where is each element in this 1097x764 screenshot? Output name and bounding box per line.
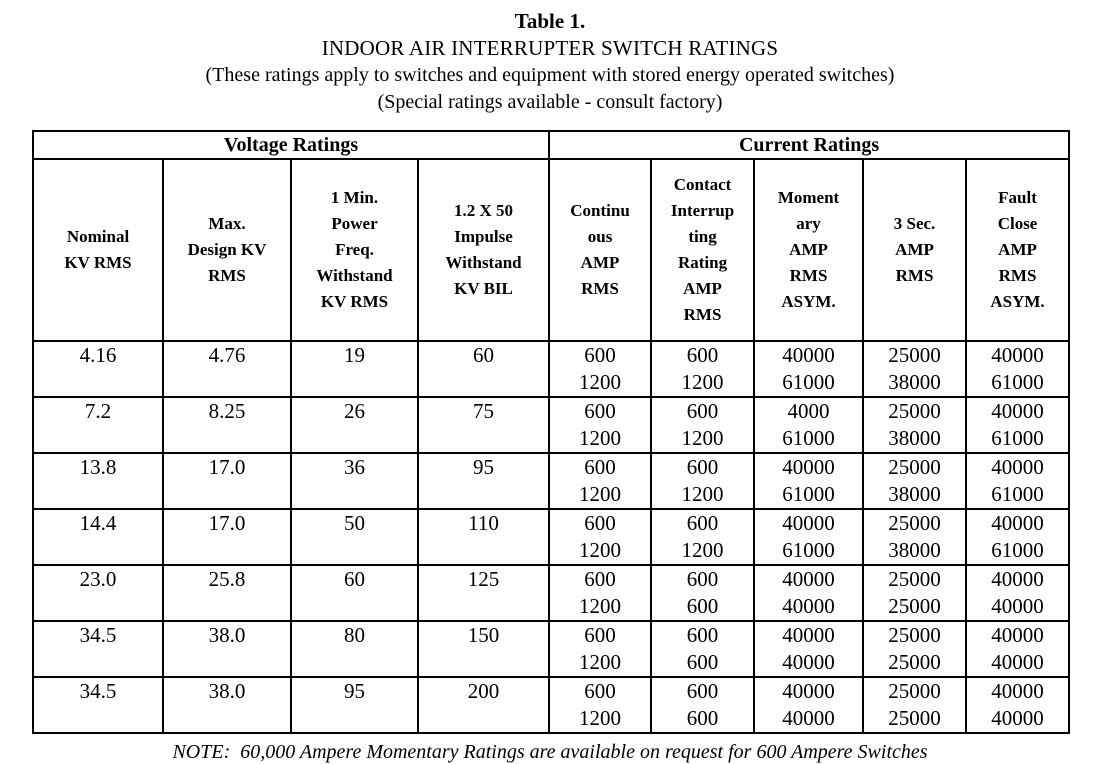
table-cell-r6-c5: 600 1200 [548, 620, 653, 678]
table-cell-r1-c6: 600 1200 [650, 340, 756, 398]
table-note: NOTE: 60,000 Ampere Momentary Ratings ar… [172, 741, 928, 763]
table-cell-r7-c3: 95 [290, 676, 419, 734]
column-header-nominal-kv-rms: Nominal KV RMS [32, 158, 164, 342]
table-cell-r2-c2: 8.25 [162, 396, 292, 454]
table-cell-r4-c9: 40000 61000 [965, 508, 1071, 566]
table-cell-r1-c7: 40000 61000 [753, 340, 865, 398]
table-cell-r2-c8: 25000 38000 [862, 396, 968, 454]
table-cell-r5-c2: 25.8 [162, 564, 292, 622]
table-cell-r1-c1: 4.16 [32, 340, 164, 398]
table-cell-r5-c3: 60 [290, 564, 419, 622]
table-title: INDOOR AIR INTERRUPTER SWITCH RATINGS [321, 36, 779, 60]
table-cell-r4-c2: 17.0 [162, 508, 292, 566]
table-row: 14.4 17.0 50 110 600 1200 600 1200 40000 61000 250… [32, 508, 1071, 566]
table-cell-r5-c9: 40000 40000 [965, 564, 1071, 622]
table-cell-r4-c1: 14.4 [32, 508, 164, 566]
table-row: 4.16 4.76 19 60 600 1200 600 1200 40000 61000 2500… [32, 340, 1071, 398]
table-cell-r4-c4: 110 [416, 508, 551, 566]
column-header-1-2-x-50-impulse-withstand-kv-bil: 1.2 X 50 Impulse Withstand KV BIL [416, 158, 551, 342]
table-cell-r3-c9: 40000 61000 [965, 452, 1071, 510]
table-cell-r7-c5: 600 1200 [548, 676, 653, 734]
table-cell-r3-c1: 13.8 [32, 452, 164, 510]
table-cell-r5-c7: 40000 40000 [753, 564, 865, 622]
column-header-1-min-power-freq-withstand-kv-rms: 1 Min. Power Freq. Withstand KV RMS [290, 158, 419, 342]
table-number: Table 1. [514, 9, 586, 33]
table-cell-r6-c4: 150 [416, 620, 551, 678]
column-header-contact-interrupting-rating-amp-rms: Contact Interrup ting Rating AMP RMS [650, 158, 756, 342]
table-cell-r5-c4: 125 [416, 564, 551, 622]
table-cell-r5-c5: 600 1200 [548, 564, 653, 622]
table-cell-r2-c3: 26 [290, 396, 419, 454]
ratings-table-head: Voltage Ratings Current Ratings Nominal KV … [31, 130, 1071, 342]
table-cell-r1-c3: 19 [290, 340, 419, 398]
table-cell-r7-c6: 600 600 [650, 676, 756, 734]
table-cell-r7-c9: 40000 40000 [965, 676, 1071, 734]
table-cell-r2-c7: 4000 61000 [753, 396, 865, 454]
table-cell-r3-c2: 17.0 [162, 452, 292, 510]
table-cell-r2-c1: 7.2 [32, 396, 164, 454]
ratings-table: Voltage Ratings Current Ratings Nominal KV … [31, 130, 1071, 734]
table-cell-r1-c5: 600 1200 [548, 340, 653, 398]
table-cell-r5-c1: 23.0 [32, 564, 164, 622]
table-cell-r3-c6: 600 1200 [650, 452, 756, 510]
table-row: 7.2 8.25 26 75 600 1200 600 1200 4000 61000 25000 3… [32, 396, 1071, 454]
table-cell-r7-c1: 34.5 [32, 676, 164, 734]
table-cell-r7-c2: 38.0 [162, 676, 292, 734]
table-subtitle-2: (Special ratings available - consult fac… [377, 91, 723, 113]
table-row: 13.8 17.0 36 95 600 1200 600 1200 40000 61000 2500… [32, 452, 1071, 510]
table-cell-r5-c6: 600 600 [650, 564, 756, 622]
table-cell-r6-c8: 25000 25000 [862, 620, 968, 678]
column-header-momentary-amp-rms-asym: Moment ary AMP RMS ASYM. [753, 158, 865, 342]
table-cell-r4-c6: 600 1200 [650, 508, 756, 566]
table-cell-r7-c7: 40000 40000 [753, 676, 865, 734]
table-cell-r5-c8: 25000 25000 [862, 564, 968, 622]
column-header-continuous-amp-rms: Continu ous AMP RMS [548, 158, 653, 342]
table-cell-r1-c4: 60 [416, 340, 551, 398]
table-cell-r6-c7: 40000 40000 [753, 620, 865, 678]
group-header-current: Current Ratings [548, 130, 1071, 160]
table-cell-r4-c7: 40000 61000 [753, 508, 865, 566]
table-row: 34.5 38.0 80 150 600 1200 600 600 40000 40000 2500… [32, 620, 1071, 678]
table-cell-r6-c1: 34.5 [32, 620, 164, 678]
table-cell-r1-c2: 4.76 [162, 340, 292, 398]
table-cell-r4-c3: 50 [290, 508, 419, 566]
table-cell-r6-c9: 40000 40000 [965, 620, 1071, 678]
column-header-row: Nominal KV RMS Max. Design KV RMS 1 Min. Power… [32, 158, 1071, 342]
table-subtitle-1: (These ratings apply to switches and equ… [205, 64, 895, 86]
table-cell-r2-c9: 40000 61000 [965, 396, 1071, 454]
column-header-max-design-kv-rms: Max. Design KV RMS [162, 158, 292, 342]
table-cell-r4-c5: 600 1200 [548, 508, 653, 566]
table-caption: Table 1. INDOOR AIR INTERRUPTER SWITCH R… [32, 8, 1068, 116]
table-cell-r6-c2: 38.0 [162, 620, 292, 678]
table-row: 23.0 25.8 60 125 600 1200 600 600 40000 40000 2500… [32, 564, 1071, 622]
column-header-3-sec-amp-rms: 3 Sec. AMP RMS [862, 158, 968, 342]
table-cell-r3-c8: 25000 38000 [862, 452, 968, 510]
table-cell-r4-c8: 25000 38000 [862, 508, 968, 566]
table-cell-r2-c5: 600 1200 [548, 396, 653, 454]
group-header-row: Voltage Ratings Current Ratings [31, 130, 1071, 160]
table-cell-r6-c3: 80 [290, 620, 419, 678]
table-cell-r2-c4: 75 [416, 396, 551, 454]
table-cell-r1-c9: 40000 61000 [965, 340, 1071, 398]
group-header-voltage: Voltage Ratings [31, 130, 551, 160]
table-row: 34.5 38.0 95 200 600 1200 600 600 40000 40000 2500… [32, 676, 1071, 734]
table-cell-r7-c4: 200 [416, 676, 551, 734]
table-cell-r1-c8: 25000 38000 [862, 340, 968, 398]
column-header-fault-close-amp-rms-asym: Fault Close AMP RMS ASYM. [965, 158, 1071, 342]
ratings-table-body: 4.16 4.76 19 60 600 1200 600 1200 40000 61000 2500… [32, 340, 1071, 734]
table-cell-r7-c8: 25000 25000 [862, 676, 968, 734]
table-cell-r3-c7: 40000 61000 [753, 452, 865, 510]
table-cell-r3-c5: 600 1200 [548, 452, 653, 510]
table-cell-r3-c3: 36 [290, 452, 419, 510]
table-cell-r2-c6: 600 1200 [650, 396, 756, 454]
table-cell-r6-c6: 600 600 [650, 620, 756, 678]
table-cell-r3-c4: 95 [416, 452, 551, 510]
